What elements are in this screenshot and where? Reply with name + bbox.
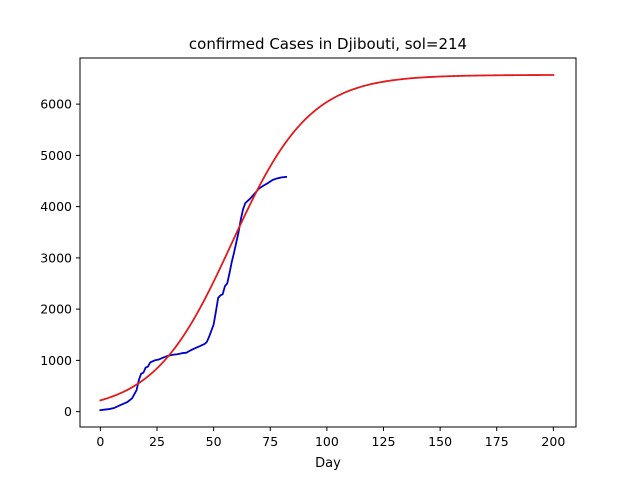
y-tick-label: 3000 xyxy=(40,250,72,265)
x-tick-label: 200 xyxy=(541,434,565,449)
series-line-1 xyxy=(99,175,288,412)
x-tick-label: 100 xyxy=(315,434,339,449)
y-axis: 0 1000 2000 3000 4000 5000 6000 xyxy=(40,97,80,419)
y-tick-label: 2000 xyxy=(40,302,72,317)
y-tick-label: 5000 xyxy=(40,148,72,163)
plot-area xyxy=(99,74,555,412)
axes-frame xyxy=(79,57,577,428)
x-tick-label: 175 xyxy=(485,434,509,449)
x-tick-label: 75 xyxy=(262,434,278,449)
x-axis: 0 25 50 75 100 125 150 175 200 xyxy=(96,427,565,449)
x-tick-label: 0 xyxy=(96,434,104,449)
chart-title: confirmed Cases in Djibouti, sol=214 xyxy=(189,35,467,53)
series-line-2 xyxy=(99,74,555,402)
y-tick-label: 6000 xyxy=(40,97,72,112)
x-tick-label: 50 xyxy=(206,434,222,449)
x-tick-label: 25 xyxy=(149,434,165,449)
x-tick-label: 125 xyxy=(372,434,396,449)
x-axis-label: Day xyxy=(315,456,341,471)
y-tick-label: 4000 xyxy=(40,199,72,214)
y-tick-label: 0 xyxy=(64,404,72,419)
y-tick-label: 1000 xyxy=(40,353,72,368)
x-tick-label: 150 xyxy=(428,434,452,449)
